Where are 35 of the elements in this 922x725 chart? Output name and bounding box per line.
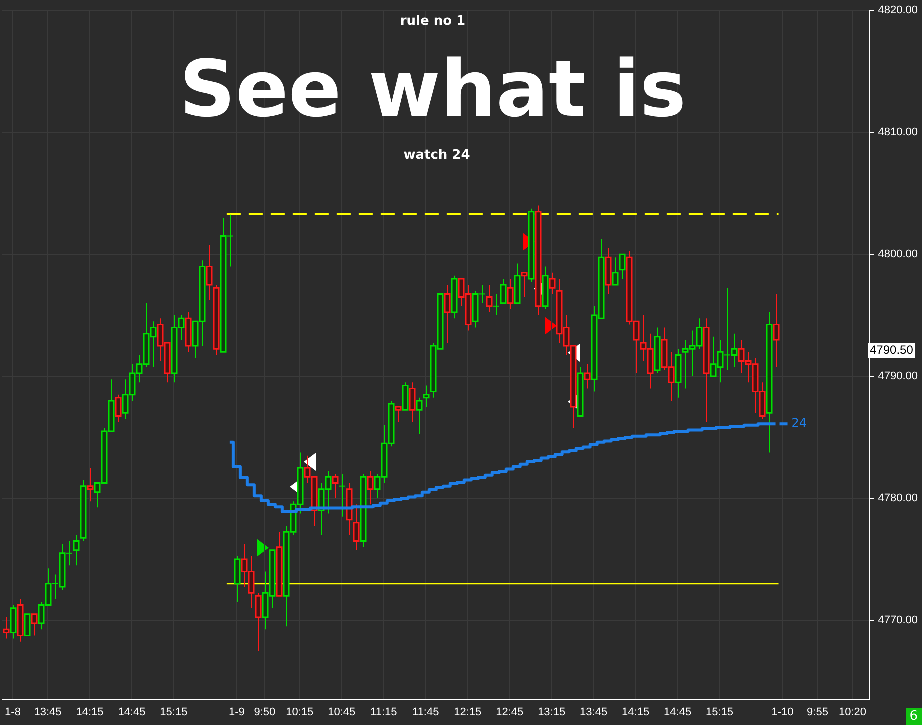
x-tick-label: 14:15: [76, 706, 104, 718]
x-tick-label: 12:15: [454, 706, 482, 718]
annotation: rule no 1: [399, 14, 467, 29]
x-tick-label: 1-9: [228, 706, 245, 718]
x-tick-label: 10:45: [328, 706, 356, 718]
y-tick-label: 4790.00: [878, 370, 918, 383]
x-tick-label: 15:15: [160, 706, 188, 718]
x-tick-label: 12:45: [496, 706, 524, 718]
x-tick-label: 13:15: [538, 706, 566, 718]
x-tick-label: 11:45: [412, 706, 440, 718]
candlestick: [339, 474, 346, 518]
x-tick-label: 15:15: [706, 706, 734, 718]
y-tick-label: 4800.00: [878, 248, 918, 261]
x-tick-label: 10:15: [286, 706, 314, 718]
x-tick-label: 9:50: [254, 706, 276, 718]
candlestick: [493, 294, 500, 316]
x-tick-label: 13:45: [34, 706, 62, 718]
y-tick-label: 4770.00: [878, 614, 918, 627]
y-tick-label: 4780.00: [878, 492, 918, 505]
text: See what is: [178, 44, 688, 137]
text: watch 24: [402, 148, 472, 163]
x-tick-label: 14:15: [622, 706, 650, 718]
legend-label: 24: [792, 416, 808, 430]
x-tick-label: 10:20: [838, 706, 867, 718]
x-tick-label: 13:45: [580, 706, 608, 718]
x-tick-label: 1-8: [5, 706, 21, 718]
x-tick-label: 9:55: [807, 706, 828, 718]
text: 6: [906, 708, 922, 725]
x-tick-label: 14:45: [664, 706, 692, 718]
text: 4790.50: [868, 343, 916, 358]
y-tick-label: 4810.00: [878, 126, 918, 139]
y-tick-label: 4820.00: [878, 4, 918, 17]
x-tick-label: 11:15: [370, 706, 398, 718]
x-tick-label: 1-10: [772, 706, 794, 718]
x-tick-label: 14:45: [118, 706, 146, 718]
